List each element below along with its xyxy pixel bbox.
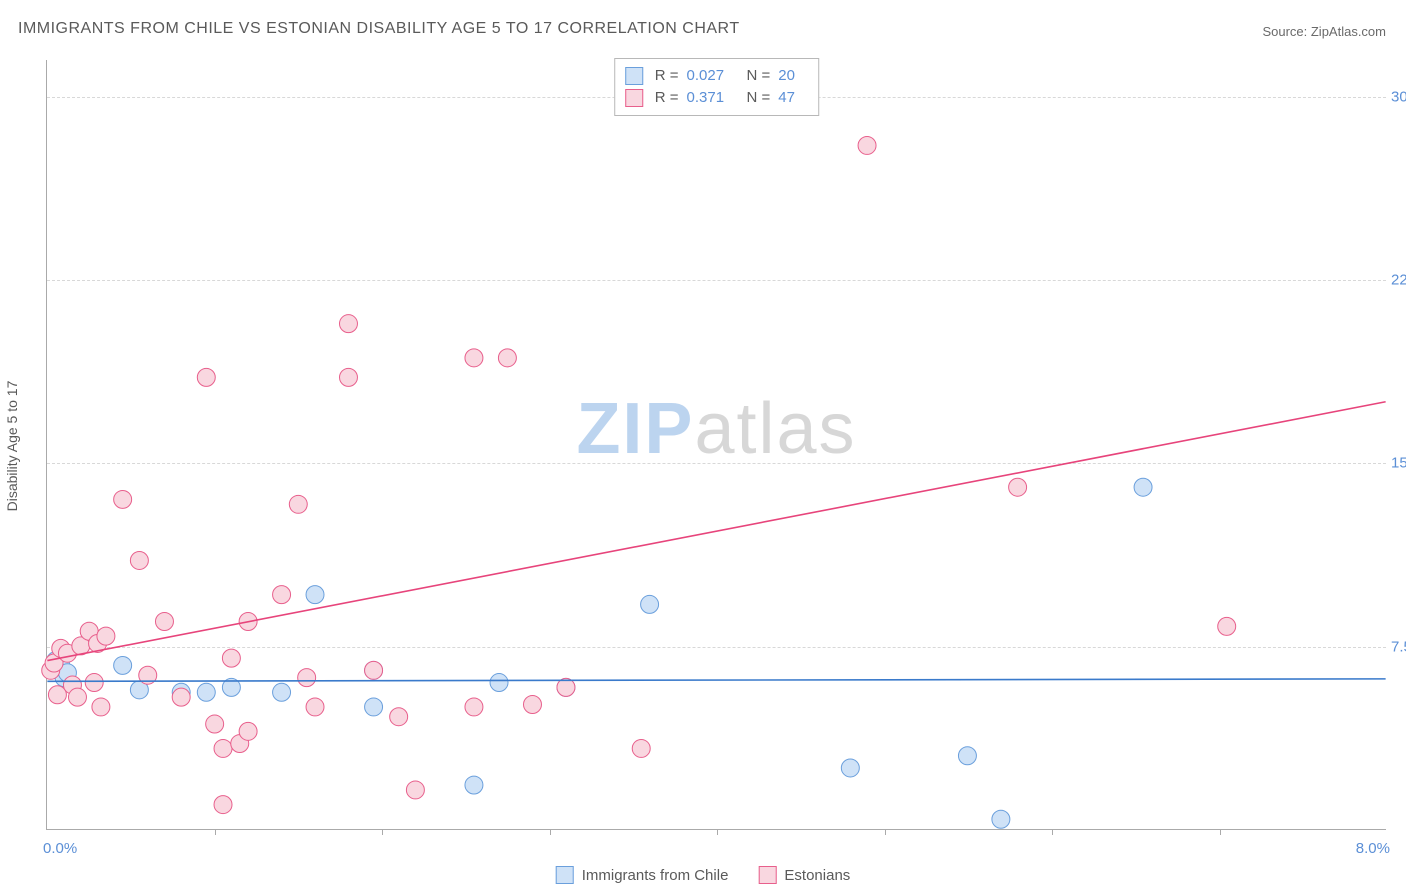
data-point-chile bbox=[114, 656, 132, 674]
data-point-chile bbox=[841, 759, 859, 777]
data-point-estonian bbox=[339, 368, 357, 386]
data-point-estonian bbox=[114, 490, 132, 508]
r-value-chile: 0.027 bbox=[687, 65, 735, 87]
legend-label-estonian: Estonians bbox=[784, 867, 850, 884]
r-label: R = bbox=[655, 87, 679, 109]
x-tick bbox=[550, 829, 551, 835]
x-tick bbox=[382, 829, 383, 835]
x-tick bbox=[1052, 829, 1053, 835]
data-point-estonian bbox=[465, 349, 483, 367]
data-point-estonian bbox=[206, 715, 224, 733]
data-point-estonian bbox=[632, 739, 650, 757]
data-point-estonian bbox=[155, 613, 173, 631]
data-point-estonian bbox=[273, 586, 291, 604]
data-point-estonian bbox=[197, 368, 215, 386]
data-point-chile bbox=[197, 683, 215, 701]
y-tick-label: 30.0% bbox=[1391, 88, 1406, 105]
data-point-estonian bbox=[130, 551, 148, 569]
x-axis-min-label: 0.0% bbox=[43, 840, 77, 857]
n-value-estonian: 47 bbox=[778, 87, 806, 109]
regression-line-estonian bbox=[47, 402, 1385, 661]
data-point-estonian bbox=[524, 696, 542, 714]
data-point-estonian bbox=[306, 698, 324, 716]
data-point-estonian bbox=[214, 739, 232, 757]
correlation-legend-row: R = 0.027 N = 20 bbox=[625, 65, 807, 87]
correlation-legend-box: R = 0.027 N = 20 R = 0.371 N = 47 bbox=[614, 58, 820, 116]
data-point-estonian bbox=[68, 688, 86, 706]
n-value-chile: 20 bbox=[778, 65, 806, 87]
n-label: N = bbox=[747, 65, 771, 87]
data-point-chile bbox=[1134, 478, 1152, 496]
data-point-chile bbox=[365, 698, 383, 716]
data-point-estonian bbox=[92, 698, 110, 716]
data-point-chile bbox=[641, 595, 659, 613]
x-tick bbox=[885, 829, 886, 835]
data-point-estonian bbox=[498, 349, 516, 367]
legend-label-chile: Immigrants from Chile bbox=[582, 867, 729, 884]
y-tick-label: 22.5% bbox=[1391, 272, 1406, 289]
bottom-legend: Immigrants from Chile Estonians bbox=[556, 866, 851, 884]
source-attribution: Source: ZipAtlas.com bbox=[1262, 24, 1386, 39]
regression-line-chile bbox=[47, 679, 1385, 681]
data-point-estonian bbox=[339, 315, 357, 333]
correlation-legend-row: R = 0.371 N = 47 bbox=[625, 87, 807, 109]
legend-item-chile: Immigrants from Chile bbox=[556, 866, 729, 884]
y-tick-label: 7.5% bbox=[1391, 638, 1406, 655]
source-name: ZipAtlas.com bbox=[1311, 24, 1386, 39]
legend-swatch-chile bbox=[556, 866, 574, 884]
y-tick-label: 15.0% bbox=[1391, 455, 1406, 472]
r-value-estonian: 0.371 bbox=[687, 87, 735, 109]
legend-swatch-estonian bbox=[625, 89, 643, 107]
data-point-estonian bbox=[172, 688, 190, 706]
data-point-estonian bbox=[214, 796, 232, 814]
chart-title: IMMIGRANTS FROM CHILE VS ESTONIAN DISABI… bbox=[18, 20, 740, 38]
data-point-estonian bbox=[365, 661, 383, 679]
x-axis-max-label: 8.0% bbox=[1356, 840, 1390, 857]
data-point-estonian bbox=[390, 708, 408, 726]
data-point-estonian bbox=[406, 781, 424, 799]
data-point-estonian bbox=[222, 649, 240, 667]
legend-swatch-chile bbox=[625, 67, 643, 85]
data-point-estonian bbox=[465, 698, 483, 716]
data-point-estonian bbox=[858, 136, 876, 154]
data-point-chile bbox=[273, 683, 291, 701]
data-point-chile bbox=[490, 674, 508, 692]
data-point-estonian bbox=[239, 722, 257, 740]
scatter-plot-svg bbox=[47, 60, 1386, 829]
y-axis-label: Disability Age 5 to 17 bbox=[4, 381, 20, 512]
legend-swatch-estonian bbox=[758, 866, 776, 884]
data-point-chile bbox=[465, 776, 483, 794]
data-point-chile bbox=[958, 747, 976, 765]
data-point-estonian bbox=[97, 627, 115, 645]
r-label: R = bbox=[655, 65, 679, 87]
data-point-chile bbox=[306, 586, 324, 604]
n-label: N = bbox=[747, 87, 771, 109]
x-tick bbox=[215, 829, 216, 835]
source-prefix: Source: bbox=[1262, 24, 1310, 39]
data-point-estonian bbox=[1218, 617, 1236, 635]
data-point-estonian bbox=[289, 495, 307, 513]
chart-plot-area: R = 0.027 N = 20 R = 0.371 N = 47 ZIPatl… bbox=[46, 60, 1386, 830]
x-tick bbox=[1220, 829, 1221, 835]
data-point-estonian bbox=[85, 674, 103, 692]
data-point-estonian bbox=[298, 669, 316, 687]
x-tick bbox=[717, 829, 718, 835]
legend-item-estonian: Estonians bbox=[758, 866, 850, 884]
data-point-chile bbox=[992, 810, 1010, 828]
data-point-estonian bbox=[1009, 478, 1027, 496]
